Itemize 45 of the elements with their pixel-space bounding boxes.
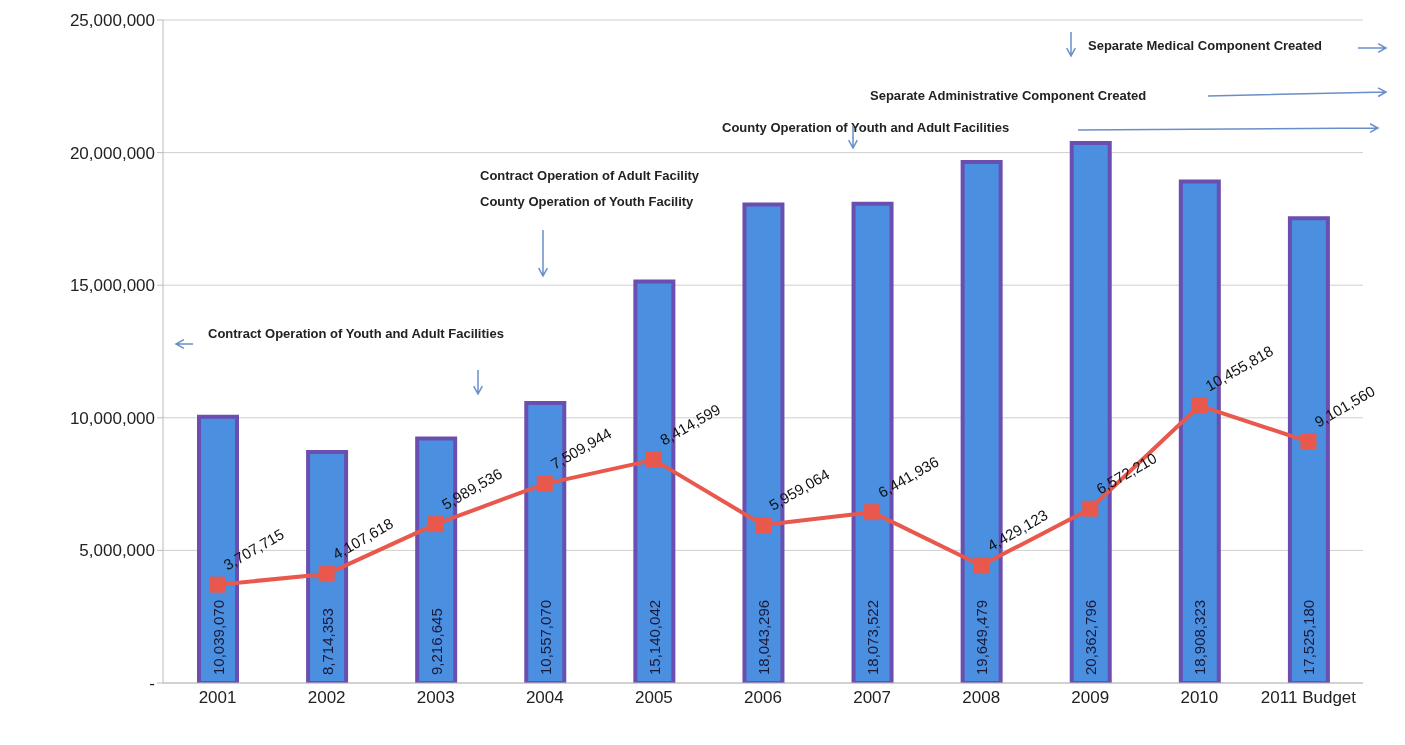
x-tick-label: 2011 Budget — [1260, 688, 1357, 708]
point — [1191, 397, 1208, 414]
x-tick-label: 2003 — [416, 688, 455, 708]
data-label: 18,043,296 — [754, 599, 772, 675]
data-label: 20,362,796 — [1082, 599, 1100, 675]
x-tick-label: 2008 — [962, 688, 1001, 708]
x-tick-label: 2004 — [525, 688, 564, 708]
x-tick-label: 2002 — [307, 688, 346, 708]
point — [755, 516, 771, 533]
data-label: 8,714,353 — [318, 608, 336, 675]
point — [318, 566, 335, 583]
data-label: 10,557,070 — [536, 599, 554, 675]
y-tick-label: 15,000,000 — [69, 276, 155, 296]
y-tick-label: 25,000,000 — [69, 11, 155, 31]
x-tick-label: 2006 — [744, 688, 782, 708]
annotation: Contract Operation of Youth and Adult Facilities — [208, 326, 504, 341]
data-label: 17,525,180 — [1300, 599, 1318, 675]
data-label: 9,216,645 — [427, 608, 445, 675]
annotation: County Operation of Youth Facility — [480, 194, 695, 209]
data-label: 18,908,323 — [1191, 599, 1209, 675]
y-tick-label: 10,000,000 — [69, 408, 155, 428]
annotation: Contract Operation of Adult Facility — [480, 168, 700, 183]
point — [1300, 433, 1317, 450]
annotation: Separate Administrative Component Created — [870, 88, 1147, 103]
x-tick-label: 2005 — [635, 688, 673, 708]
point — [1082, 500, 1099, 517]
annotation: County Operation of Youth and Adult Facilities — [722, 120, 1010, 135]
data-label: 10,039,070 — [209, 599, 227, 675]
x-tick-label: 2010 — [1180, 688, 1219, 708]
point — [536, 475, 553, 492]
annotation: Separate Medical Component Created — [1088, 38, 1323, 53]
y-tick-label: - — [149, 674, 155, 694]
point — [864, 504, 881, 521]
y-tick-label: 20,000,000 — [69, 143, 155, 163]
point — [645, 451, 662, 468]
point — [427, 516, 444, 533]
data-label: 18,073,522 — [864, 599, 882, 675]
x-tick-label: 2007 — [853, 688, 891, 708]
x-tick-label: 2009 — [1071, 688, 1110, 708]
point — [973, 557, 990, 574]
x-tick-label: 2001 — [198, 688, 237, 708]
data-label: 19,649,479 — [973, 599, 991, 675]
data-label: 15,140,042 — [645, 599, 663, 675]
y-tick-label: 5,000,000 — [79, 541, 155, 561]
point — [209, 576, 226, 593]
